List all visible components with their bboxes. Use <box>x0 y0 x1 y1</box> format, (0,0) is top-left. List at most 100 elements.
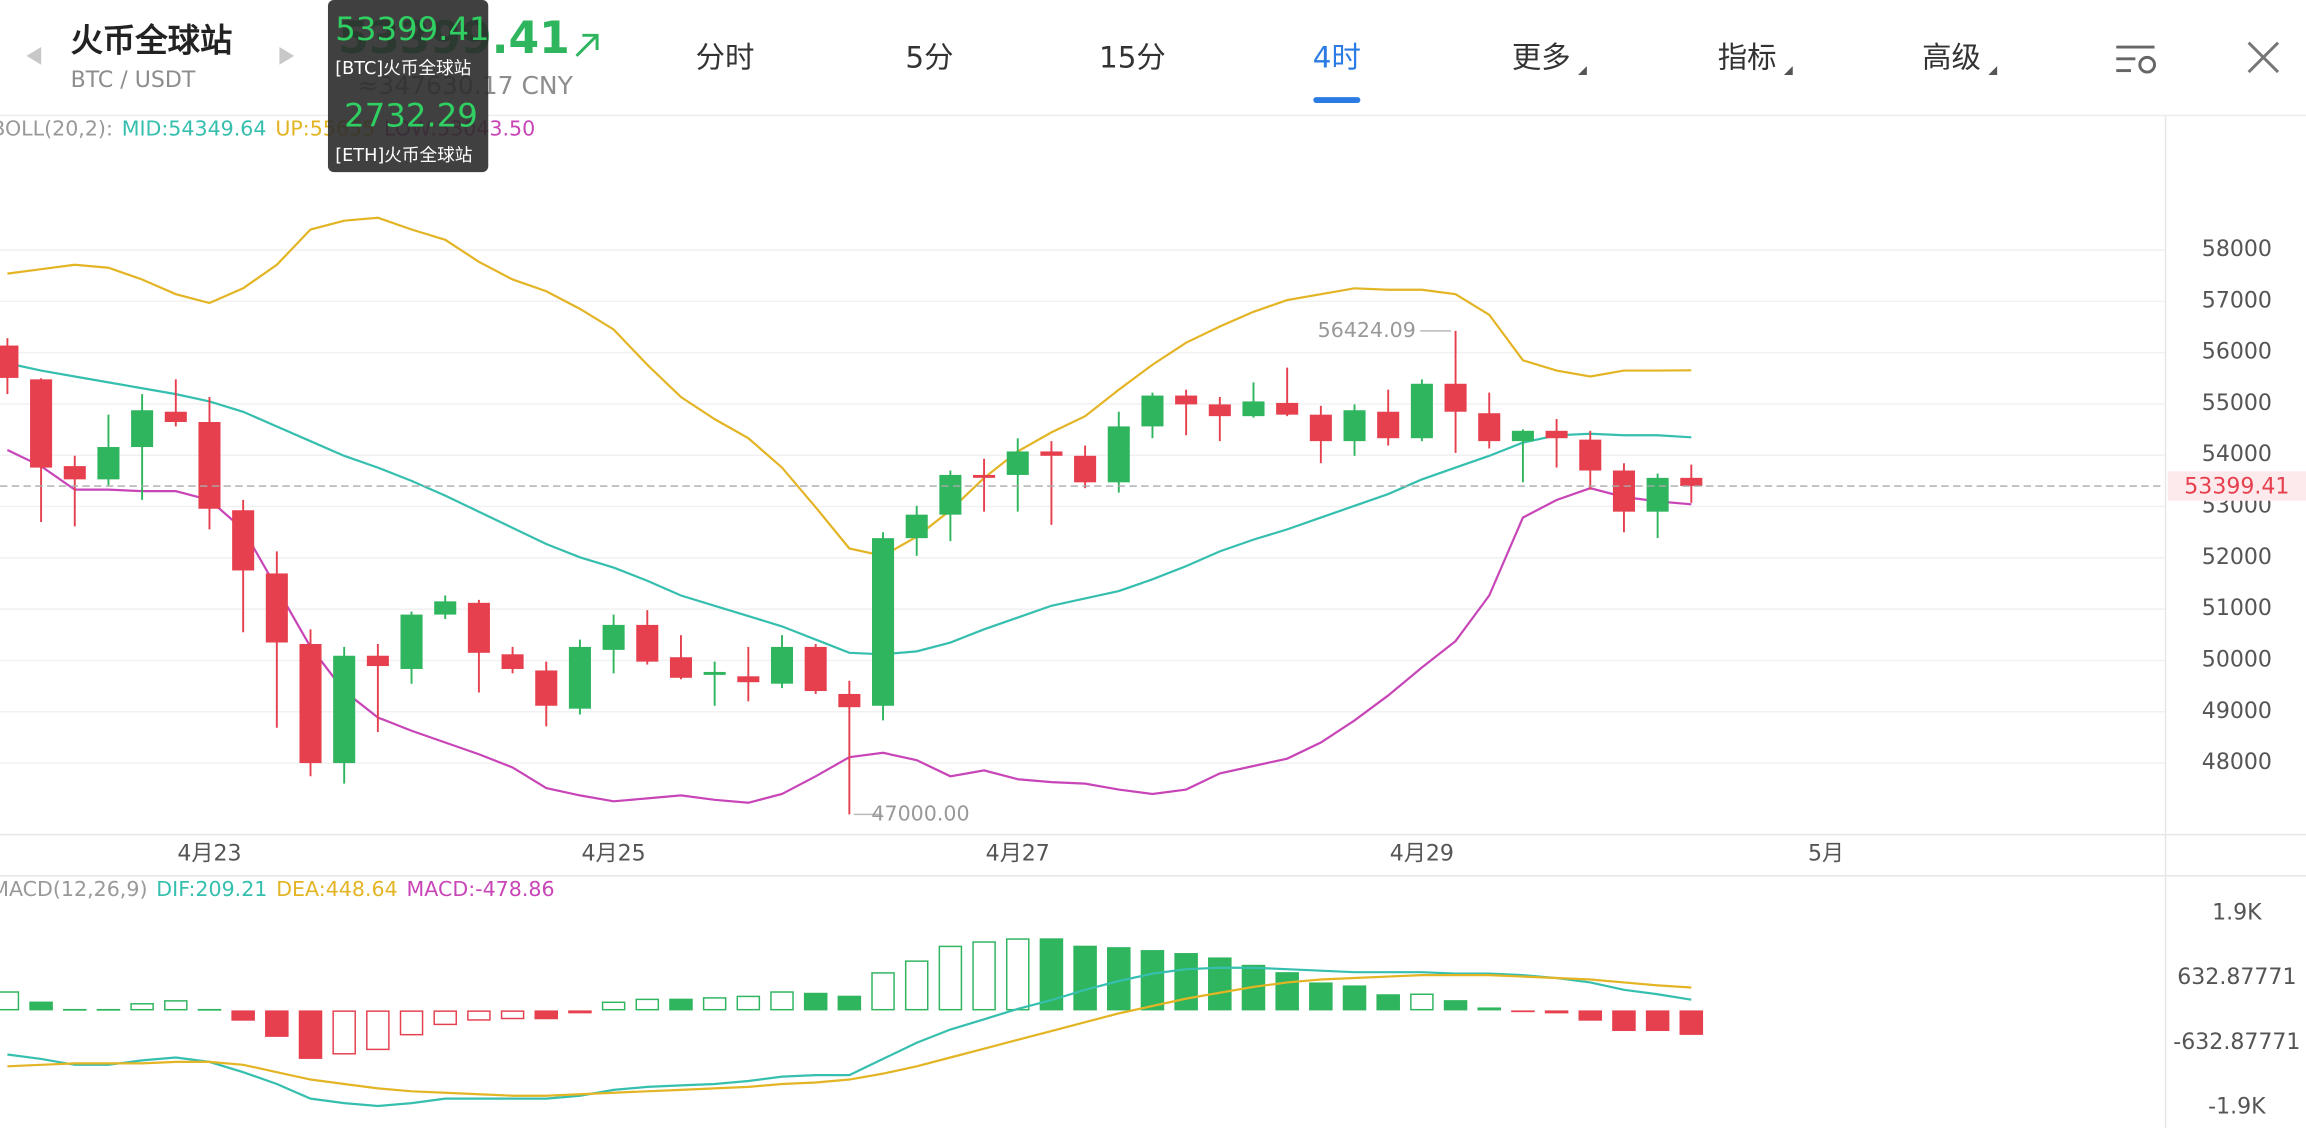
macd-bar <box>96 1008 121 1011</box>
x-tick-label: 4月25 <box>582 841 646 866</box>
candle-body <box>770 646 794 684</box>
macd-bar <box>601 1001 626 1011</box>
legend-entry: BOLL(20,2): <box>0 116 113 140</box>
macd-bar <box>669 998 693 1011</box>
chart-area: 4800049000500005100052000530005400055000… <box>0 116 2306 1120</box>
macd-bar <box>1208 957 1232 1011</box>
macd-bar <box>1410 993 1434 1011</box>
candle-body <box>0 345 19 378</box>
macd-bar <box>1679 1010 1704 1035</box>
dropdown-caret <box>1578 66 1587 76</box>
close-button[interactable] <box>2247 41 2280 74</box>
header: 火币全球站 BTC / USDT 53399.41 ≈347630.17 CNY <box>26 13 599 100</box>
indicator-line <box>7 966 1692 1108</box>
macd-bar <box>1612 1010 1636 1032</box>
candle-body <box>467 602 490 653</box>
candle-body <box>366 655 389 667</box>
candle-body <box>1646 477 1669 512</box>
candle-body <box>804 646 827 692</box>
candle-body <box>669 657 692 678</box>
candle-body <box>1612 470 1635 512</box>
macd-bar <box>972 941 996 1011</box>
y-tick-label: 48000 <box>2202 750 2272 775</box>
macd-bar <box>265 1010 289 1037</box>
tooltip-price: 53399.41 <box>335 10 489 48</box>
candle-body <box>1444 383 1467 412</box>
candle-body <box>164 411 187 422</box>
prev-pair-arrow[interactable] <box>26 47 42 65</box>
candle-body <box>232 510 255 571</box>
dropdown-caret <box>1988 66 1998 76</box>
candle-body <box>333 655 356 764</box>
candle-body <box>636 624 659 662</box>
candle-body <box>1208 404 1231 417</box>
candle-body <box>535 670 558 706</box>
macd-bar <box>1645 1010 1670 1032</box>
candle-body <box>737 676 760 683</box>
trend-arrow <box>575 33 599 57</box>
candle-body <box>1276 402 1299 415</box>
macd-bar <box>62 1008 87 1011</box>
y-tick-label: 49000 <box>2202 699 2272 724</box>
x-tick-label: 5月 <box>1808 841 1844 866</box>
candle-body <box>1242 401 1265 417</box>
macd-bar <box>298 1010 323 1059</box>
tab[interactable]: 指标 <box>1718 40 1777 74</box>
y-tick-label: 57000 <box>2202 288 2272 313</box>
macd-bar <box>1107 947 1131 1011</box>
next-pair-arrow[interactable] <box>279 47 295 65</box>
macd-bar <box>197 1008 222 1011</box>
candle-body <box>265 573 288 643</box>
macd-bar <box>1174 953 1198 1011</box>
tooltip-background <box>327 0 489 173</box>
candle-body <box>97 447 120 480</box>
candle-body <box>198 421 221 509</box>
macd-bar <box>433 1010 457 1026</box>
candle-body <box>1511 430 1534 442</box>
y-tick-label: -632.87771 <box>2173 1030 2300 1055</box>
macd-bar <box>164 1000 188 1011</box>
tab[interactable]: 更多 <box>1512 40 1571 74</box>
candle-body <box>63 466 86 480</box>
candle-body <box>1410 383 1433 439</box>
y-tick-label: 51000 <box>2202 596 2272 621</box>
tab[interactable]: 15分 <box>1099 40 1166 74</box>
candle-body <box>939 474 962 515</box>
macd-bar <box>366 1010 390 1051</box>
tab[interactable]: 分时 <box>696 40 755 74</box>
legend-entry: MACD(12,26,9) <box>0 877 147 901</box>
macd-bar <box>1511 1010 1535 1013</box>
candle-body <box>1107 426 1130 483</box>
macd-bar <box>534 1010 559 1020</box>
tab-bar: 分时 5分 15分 4时 更多 指标 高级 <box>696 40 2280 103</box>
macd-bar <box>130 1003 154 1011</box>
macd-bar <box>871 972 895 1011</box>
candle-body <box>905 514 928 539</box>
candle-body <box>1478 413 1501 442</box>
candle-body <box>1309 414 1332 442</box>
macd-bar <box>1275 972 1299 1011</box>
tab[interactable]: 5分 <box>905 40 953 74</box>
candle-body <box>1680 477 1703 487</box>
candle-body <box>501 654 524 669</box>
candle-body <box>973 474 996 478</box>
y-tick-label: 54000 <box>2202 442 2272 467</box>
macd-bar <box>803 992 828 1011</box>
macd-bar <box>938 945 963 1011</box>
macd-bar <box>1578 1010 1603 1021</box>
candle-body <box>299 643 322 764</box>
settings-icon[interactable] <box>2116 45 2156 74</box>
macd-bar <box>0 991 20 1011</box>
tab[interactable]: 4时 <box>1313 40 1361 74</box>
macd-bar <box>467 1010 491 1021</box>
macd-bar <box>1005 938 1030 1011</box>
tooltip-source: [BTC]火币全球站 <box>335 58 471 79</box>
pair-name: BTC / USDT <box>71 68 196 93</box>
macd-bar <box>702 997 727 1011</box>
candle-body <box>434 601 457 615</box>
candle-body <box>1579 439 1602 471</box>
macd-bar <box>736 995 761 1011</box>
tab[interactable]: 高级 <box>1922 40 1981 74</box>
active-tab-underline <box>1313 97 1361 103</box>
candle-body <box>1074 455 1097 483</box>
